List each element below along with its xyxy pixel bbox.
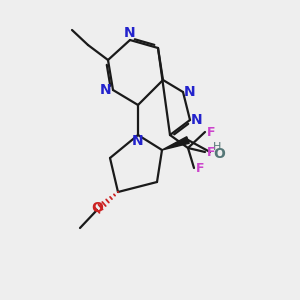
Text: N: N <box>100 83 112 97</box>
Text: O: O <box>213 147 225 161</box>
Text: F: F <box>207 125 215 139</box>
Polygon shape <box>162 137 189 150</box>
Text: F: F <box>196 161 205 175</box>
Text: N: N <box>132 134 144 148</box>
Text: H: H <box>213 142 221 152</box>
Text: N: N <box>184 85 196 99</box>
Text: N: N <box>191 113 203 127</box>
Text: N: N <box>124 26 136 40</box>
Text: O: O <box>91 201 103 215</box>
Text: F: F <box>207 146 215 158</box>
